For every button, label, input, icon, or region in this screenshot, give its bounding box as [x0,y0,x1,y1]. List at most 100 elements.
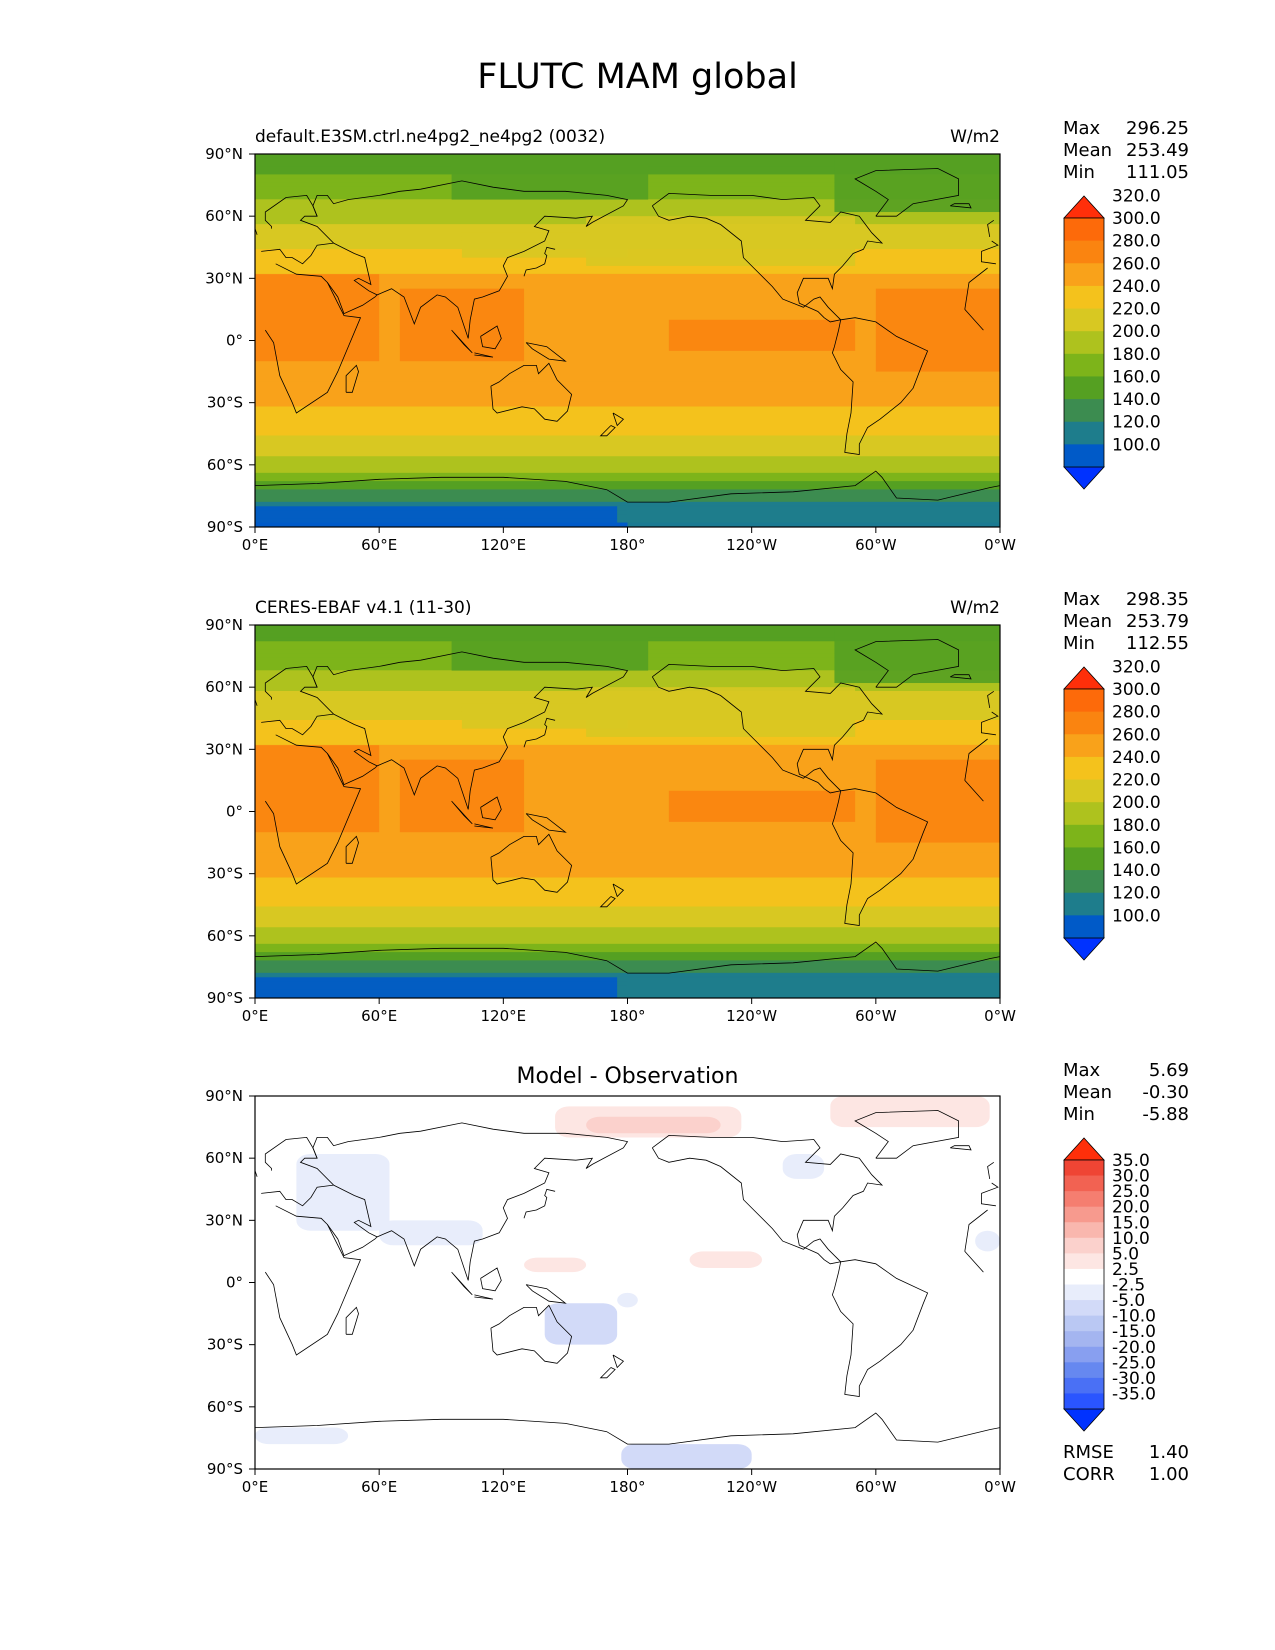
coastline [490,1304,573,1364]
colorbar-swatch [1064,1160,1104,1176]
coastline [474,1294,494,1300]
colorbar-label: -30.0 [1112,1369,1156,1389]
field-band [255,865,1000,870]
anomaly-region [524,1257,587,1273]
field-band [255,435,1000,441]
field-band [255,443,1000,449]
coastline [345,1306,359,1335]
field-band [255,485,1000,490]
coastline [981,1193,996,1207]
coastline [854,639,959,688]
coastline [480,1267,502,1292]
colorbar-label: 30.0 [1112,1167,1150,1187]
coastline [327,753,378,786]
field-band [255,894,1000,899]
coastline [261,1136,335,1207]
coastline [651,1134,884,1265]
colorbar-swatch [1064,421,1104,445]
field-band [255,302,1000,308]
colorbar-swatch [1064,1206,1104,1223]
field-band [255,827,1000,833]
field-band [255,447,1000,453]
field-band [255,269,1000,275]
field-band [255,798,1000,804]
colorbar-label: 160.0 [1112,838,1161,858]
field-band [255,765,1000,771]
coastline [255,470,1000,503]
stat-label: Min [1063,633,1095,654]
x-tick-label: 180° [609,536,645,554]
field-region [627,506,1000,527]
x-tick-label: 120°E [481,1007,527,1025]
field-band [255,757,1000,763]
stat-value: 5.69 [1149,1060,1189,1081]
field-region [627,977,1000,998]
colorbar-swatch [1064,892,1104,916]
y-tick-label: 60°N [205,1149,243,1167]
field-band [255,952,1000,957]
field-band [255,418,1000,424]
coastline [831,1259,929,1397]
x-tick-label: 0°E [242,1478,269,1496]
field-band [255,923,1000,928]
x-tick-label: 60°E [361,536,397,554]
y-tick-label: 0° [226,332,243,350]
colorbar-label: -5.0 [1112,1291,1145,1311]
y-tick-label: 30°N [205,1211,243,1229]
colorbar-extend-max [1063,195,1105,219]
colorbar-swatch [1064,1393,1104,1410]
coastline [255,941,1000,974]
coastline [854,168,959,217]
colorbar: -35.0-30.0-25.0-20.0-15.0-10.0-5.0-2.52.… [1063,1137,1156,1432]
colorbar-swatch [1064,847,1104,871]
stat-label: Max [1063,1060,1101,1081]
field-band [255,352,1000,358]
coastline [490,833,573,893]
field-region [668,319,856,351]
field-band [255,381,1000,387]
x-tick-label: 60°E [361,1007,397,1025]
colorbar-swatch [1064,711,1104,735]
field-band [255,769,1000,775]
field-band [255,960,1000,966]
coastline [312,1122,629,1281]
anomaly-region [544,1303,618,1345]
colorbar-label: 320.0 [1112,657,1161,677]
field-band [255,939,1000,945]
x-tick-label: 120°W [726,1478,777,1496]
field-band [255,348,1000,354]
x-tick-label: 120°W [726,536,777,554]
field-band [255,819,1000,825]
field-band [255,398,1000,403]
field-band [255,273,1000,279]
stat-value: 111.05 [1126,162,1189,183]
colorbar-swatch [1064,1362,1104,1379]
field-band [255,265,1000,271]
panel-units: W/m2 [950,598,1000,618]
field-band [255,472,1000,478]
colorbar-label: 260.0 [1112,254,1161,274]
field-band [255,802,1000,808]
coastline [261,194,335,265]
colorbar-swatch [1064,444,1104,468]
field-band [255,881,1000,887]
field-band [255,476,1000,482]
coastline [261,665,335,736]
coastline [264,263,362,414]
field-band [255,902,1000,908]
anomaly-region [782,1154,825,1179]
stat-label: Max [1063,589,1101,610]
colorbar-swatch [1064,915,1104,939]
metric-value: 1.40 [1149,1442,1189,1463]
colorbar-swatch [1064,263,1104,287]
field-band [255,674,1000,680]
field-band [255,410,1000,416]
colorbar-label: 240.0 [1112,748,1161,768]
field-band [255,497,1000,503]
colorbar-label: 20.0 [1112,1198,1150,1218]
stat-value: 296.25 [1126,118,1189,139]
field-band [255,501,1000,507]
colorbar-swatch [1064,1191,1104,1208]
field-region [399,288,525,362]
